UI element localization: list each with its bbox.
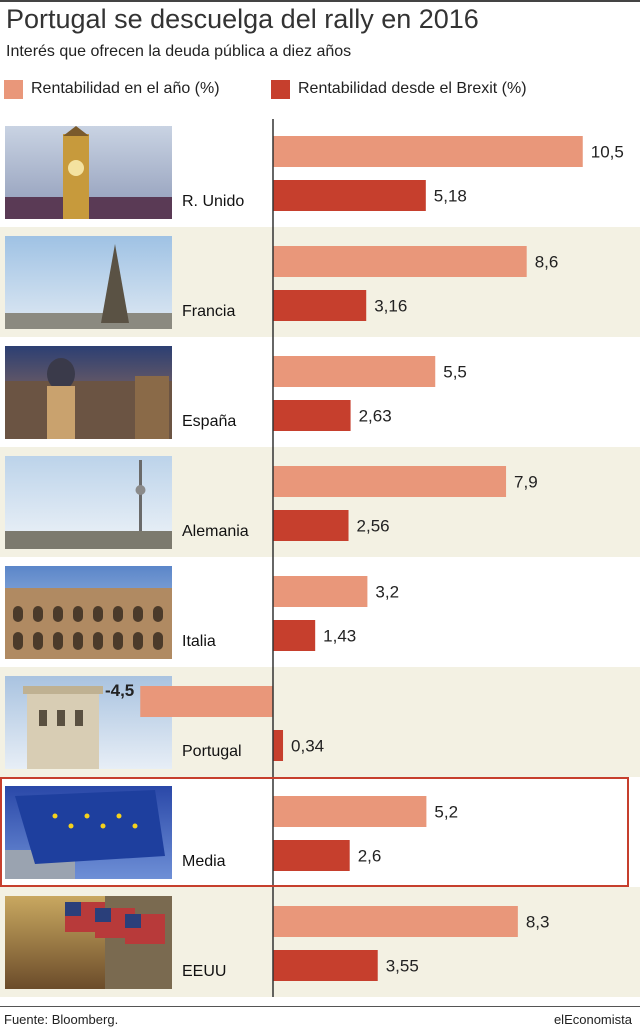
value-label-brexit-francia: 3,16	[374, 297, 407, 316]
colosseum-photo-arch	[53, 606, 63, 622]
legend-swatch-year	[4, 79, 23, 99]
bar-chart: R. Unido 10,5 5,18 Francia 8,6 3,16 España 5,5 2…	[0, 119, 640, 997]
bar-year-eeuu	[273, 906, 518, 937]
colosseum-photo-arch	[13, 632, 23, 650]
brand-logo: elEconomista	[553, 1012, 632, 1027]
value-label-brexit-r-unido: 5,18	[434, 187, 467, 206]
eu-flags-photo-star	[116, 813, 122, 819]
big-ben-photo-tower	[63, 134, 89, 219]
lisbon-tower-photo-battlement	[23, 686, 103, 694]
bar-year-españa	[273, 356, 436, 387]
footer-rule	[0, 1006, 640, 1007]
eiffel-tower-photo-city	[5, 313, 172, 329]
colosseum-photo-arch	[13, 606, 23, 622]
value-label-year-italia: 3,2	[375, 583, 399, 602]
eu-flags-photo-star	[68, 823, 74, 829]
value-label-year-eeuu: 8,3	[526, 913, 550, 932]
colosseum-photo-arch	[73, 632, 83, 650]
colosseum-photo-arch	[93, 606, 103, 622]
bar-brexit-italia	[273, 620, 316, 651]
lisbon-tower-photo-window	[39, 710, 47, 726]
value-label-brexit-españa: 2,63	[359, 407, 392, 426]
bar-year-alemania	[273, 466, 507, 497]
madrid-metropolis-photo-dome	[47, 358, 75, 390]
bar-year-francia	[273, 246, 527, 277]
eu-flags-photo-star	[100, 823, 106, 829]
colosseum-photo-arch	[113, 606, 123, 622]
category-label-eeuu: EEUU	[182, 963, 226, 980]
legend-item-brexit: Rentabilidad desde el Brexit (%)	[271, 78, 527, 100]
colosseum-photo-arch	[133, 632, 143, 650]
colosseum-photo-arch	[153, 606, 163, 622]
lisbon-tower-photo-window	[75, 710, 83, 726]
bar-brexit-portugal	[273, 730, 284, 761]
category-label-alemania: Alemania	[182, 523, 249, 540]
colosseum-photo-arch	[33, 606, 43, 622]
colosseum-photo-arch	[33, 632, 43, 650]
big-ben-photo-spire	[63, 126, 89, 136]
colosseum-photo-arch	[53, 632, 63, 650]
category-label-portugal: Portugal	[182, 743, 242, 760]
category-label-francia: Francia	[182, 303, 235, 320]
wall-street-flags-photo-flag-canton	[65, 902, 81, 916]
category-label-españa: España	[182, 413, 236, 430]
eu-flags-photo-star	[84, 813, 90, 819]
wall-street-flags-photo-flag-canton	[125, 914, 141, 928]
bar-brexit-españa	[273, 400, 351, 431]
legend-label-year: Rentabilidad en el año (%)	[31, 80, 220, 97]
bar-brexit-media	[273, 840, 350, 871]
wall-street-flags-photo-flag-canton	[95, 908, 111, 922]
legend-label-brexit: Rentabilidad desde el Brexit (%)	[298, 80, 527, 97]
legend-item-year: Rentabilidad en el año (%)	[4, 78, 220, 100]
lisbon-tower-photo-tower	[27, 690, 99, 769]
value-label-brexit-italia: 1,43	[323, 627, 356, 646]
madrid-metropolis-photo-right-building	[135, 376, 169, 439]
berlin-tv-tower-photo-tv-tower	[139, 460, 142, 531]
category-label-r-unido: R. Unido	[182, 193, 244, 210]
value-label-brexit-alemania: 2,56	[357, 517, 390, 536]
value-label-year-alemania: 7,9	[514, 473, 538, 492]
colosseum-photo-arch	[133, 606, 143, 622]
value-label-brexit-portugal: 0,34	[291, 737, 324, 756]
colosseum-photo-arch	[113, 632, 123, 650]
berlin-tv-tower-photo-city	[5, 531, 172, 549]
bar-year-italia	[273, 576, 368, 607]
value-label-year-portugal: -4,5	[105, 681, 134, 700]
berlin-tv-tower-photo-tv-sphere	[135, 485, 146, 495]
bar-year-media	[273, 796, 427, 827]
eu-flags-photo-star	[132, 823, 138, 829]
bar-brexit-francia	[273, 290, 367, 321]
colosseum-photo-arch	[73, 606, 83, 622]
eiffel-tower-photo-tower	[101, 244, 129, 323]
top-rule	[0, 0, 640, 2]
eu-flags-photo-flag	[15, 790, 165, 864]
chart-title: Portugal se descuelga del rally en 2016	[6, 4, 479, 34]
bar-year-portugal	[140, 686, 273, 717]
madrid-metropolis-photo-metropolis	[47, 386, 75, 439]
bar-brexit-eeuu	[273, 950, 378, 981]
value-label-year-españa: 5,5	[443, 363, 467, 382]
value-label-year-r-unido: 10,5	[591, 143, 624, 162]
colosseum-photo-arch	[153, 632, 163, 650]
value-label-brexit-media: 2,6	[358, 847, 382, 866]
lisbon-tower-photo-window	[57, 710, 65, 726]
chart-subtitle: Interés que ofrecen la deuda pública a d…	[6, 43, 352, 60]
category-label-italia: Italia	[182, 633, 216, 650]
eu-flags-photo-star	[52, 813, 58, 819]
colosseum-photo-arch	[93, 632, 103, 650]
category-label-media: Media	[182, 853, 226, 870]
value-label-year-francia: 8,6	[535, 253, 559, 272]
value-label-brexit-eeuu: 3,55	[386, 957, 419, 976]
source-note: Fuente: Bloomberg.	[4, 1012, 119, 1027]
highlight-box-media	[0, 777, 629, 887]
legend-swatch-brexit	[271, 79, 290, 99]
big-ben-photo-clock	[68, 160, 84, 176]
bar-brexit-alemania	[273, 510, 349, 541]
bar-year-r-unido	[273, 136, 583, 167]
colosseum-photo-walls	[5, 588, 172, 659]
value-label-year-media: 5,2	[434, 803, 458, 822]
bar-brexit-r-unido	[273, 180, 426, 211]
